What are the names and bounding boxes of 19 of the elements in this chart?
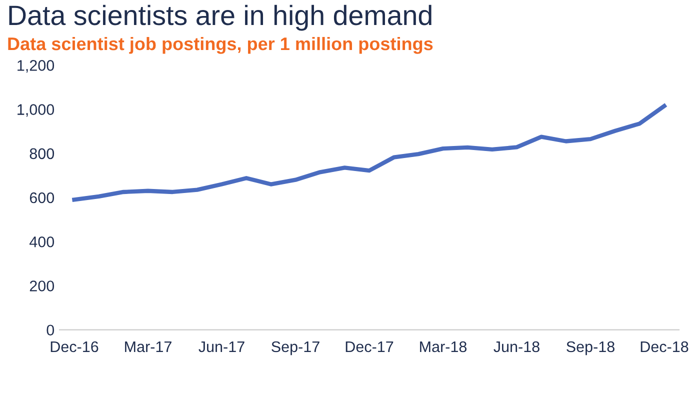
- chart-subtitle: Data scientist job postings, per 1 million postings: [8, 36, 433, 54]
- y-tick-label: 1,200: [18, 60, 54, 73]
- x-tick-label: Mar-18: [420, 341, 467, 352]
- y-tick-label: 1,000: [18, 104, 54, 117]
- x-tick-label: Dec-18: [640, 341, 688, 352]
- y-tick-label: 800: [30, 148, 54, 160]
- x-tick-label: Sep-17: [272, 341, 320, 356]
- x-tick-label: Jun-18: [494, 341, 540, 352]
- line-series: [72, 104, 666, 202]
- y-tick-label: 200: [30, 280, 54, 292]
- x-tick-label: Jun-17: [198, 341, 244, 352]
- y-tick-label: 600: [30, 192, 54, 204]
- y-tick-label: 0: [46, 324, 54, 336]
- x-tick-label: Sep-18: [566, 341, 614, 356]
- x-tick-label: Dec-17: [346, 341, 394, 352]
- chart-title: Data scientists are in high demand: [9, 4, 432, 31]
- y-tick-label: 400: [30, 236, 54, 248]
- x-tick-label: Dec-16: [50, 341, 98, 352]
- x-tick-label: Mar-17: [125, 341, 172, 352]
